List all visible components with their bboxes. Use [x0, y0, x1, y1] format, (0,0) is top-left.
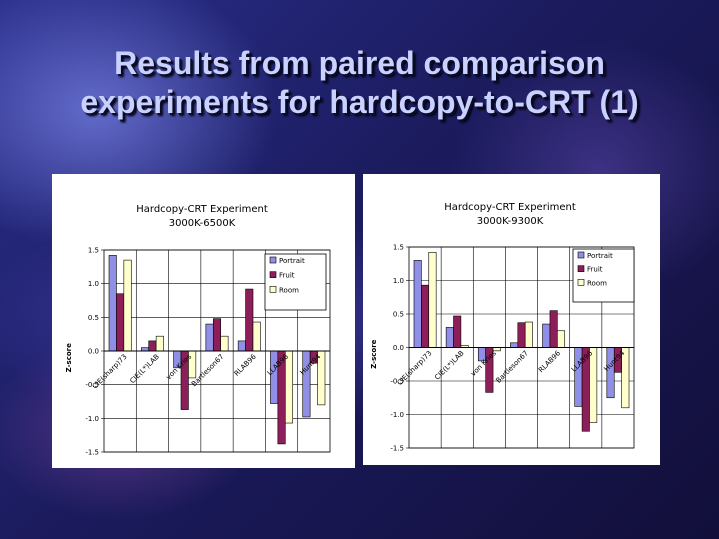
- legend-swatch-portrait: [269, 256, 277, 264]
- bar-fruit: [148, 340, 157, 352]
- y-tick-label: 0.0: [393, 344, 404, 352]
- legend-swatch-room: [577, 279, 585, 286]
- y-axis-label: Z-score: [65, 343, 73, 372]
- y-tick-label: 1.0: [88, 280, 99, 288]
- bar-fruit: [245, 288, 254, 352]
- legend-label-room: Room: [279, 286, 299, 294]
- bar-fruit: [421, 284, 430, 348]
- bar-fruit: [453, 315, 462, 348]
- bar-room: [524, 321, 533, 348]
- y-tick-label: -1.0: [390, 411, 404, 419]
- legend-label-fruit: Fruit: [279, 272, 295, 280]
- bar-portrait: [270, 350, 279, 404]
- legend-swatch-fruit: [269, 271, 277, 278]
- y-axis-label: Z-score: [370, 339, 378, 368]
- bar-fruit: [212, 318, 222, 352]
- chart-subtitle: 3000K-9300K: [477, 216, 544, 227]
- chart-3000k-9300k: Hardcopy-CRT Experiment 3000K-9300K 1.5 1.0…: [363, 174, 660, 465]
- bar-room: [123, 259, 132, 352]
- slide-title: Results from paired comparison experimen…: [0, 44, 719, 122]
- y-tick-label: -1.5: [390, 445, 404, 453]
- bar-portrait: [445, 327, 454, 348]
- y-tick-label: 1.5: [88, 247, 99, 255]
- bar-room: [252, 321, 261, 352]
- y-tick-label: -0.5: [390, 378, 404, 386]
- bar-portrait: [108, 255, 117, 352]
- legend-box: [264, 253, 327, 311]
- legend-swatch-portrait: [577, 251, 585, 259]
- bar-room: [155, 335, 164, 352]
- y-tick-label: 1.5: [393, 244, 404, 252]
- chart-3000k-6500k: Hardcopy-CRT Experiment 3000K-6500K 1.5 1.0…: [52, 174, 355, 468]
- legend-label-portrait: Portrait: [279, 257, 305, 265]
- y-tick-label: -1.0: [85, 415, 99, 423]
- legend-label-fruit: Fruit: [587, 266, 603, 274]
- y-tick-label: 0.5: [393, 311, 404, 319]
- chart-title: Hardcopy-CRT Experiment: [444, 202, 576, 213]
- y-tick-label: -0.5: [85, 381, 99, 389]
- bar-room: [428, 252, 437, 348]
- bar-room: [492, 347, 501, 352]
- bar-portrait: [542, 323, 551, 348]
- y-tick-label: 1.0: [393, 277, 404, 285]
- bar-fruit: [517, 322, 526, 348]
- chart-left-svg: Hardcopy-CRT Experiment 3000K-6500K 1.5 1.0…: [65, 204, 331, 457]
- bar-portrait: [140, 347, 150, 352]
- bar-portrait: [413, 260, 422, 348]
- bar-portrait: [205, 323, 214, 352]
- y-tick-label: 0.0: [88, 348, 99, 356]
- bar-portrait: [510, 342, 519, 348]
- chart-subtitle: 3000K-6500K: [169, 218, 236, 229]
- legend-swatch-room: [269, 286, 277, 293]
- legend-swatch-fruit: [577, 265, 585, 272]
- bar-portrait: [237, 340, 246, 352]
- bar-room: [220, 335, 229, 352]
- bar-fruit: [549, 310, 558, 348]
- bar-room: [589, 347, 598, 423]
- legend-label-portrait: Portrait: [587, 252, 613, 260]
- slide-title-line-1: Results from paired comparison: [114, 45, 605, 81]
- chart-right-svg: Hardcopy-CRT Experiment 3000K-9300K 1.5 1.0…: [370, 202, 635, 453]
- chart-title: Hardcopy-CRT Experiment: [136, 204, 268, 215]
- slide-title-line-2: experiments for hardcopy-to-CRT (1): [80, 84, 639, 120]
- y-tick-label: -1.5: [85, 449, 99, 457]
- y-tick-label: 0.5: [88, 314, 99, 322]
- bar-room: [557, 330, 566, 348]
- bar-fruit: [116, 293, 125, 352]
- legend-label-room: Room: [587, 279, 607, 287]
